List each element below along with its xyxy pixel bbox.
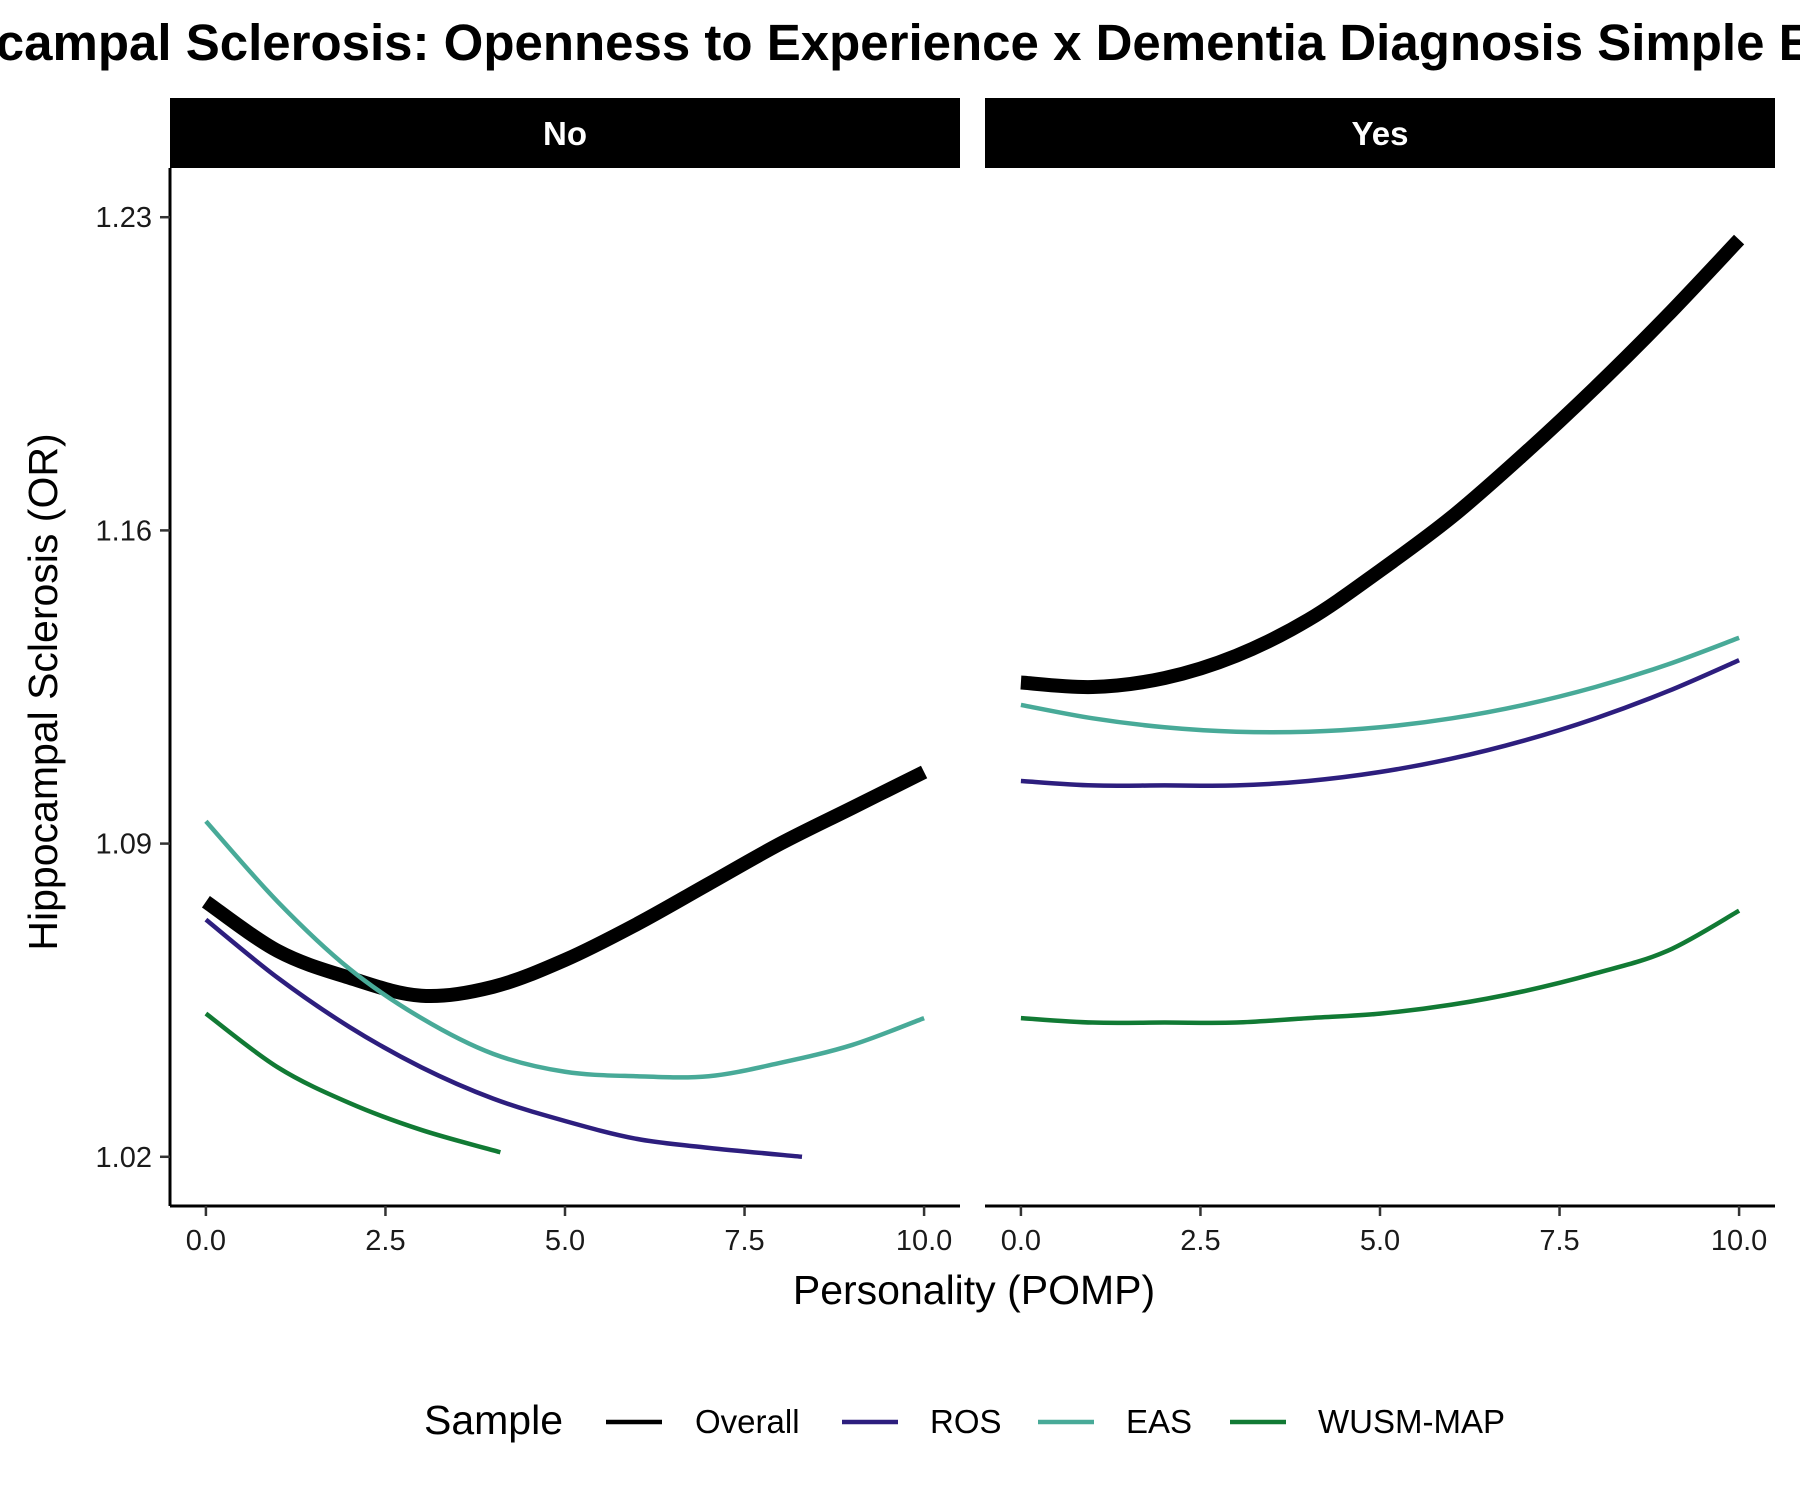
series-line-eas	[204, 819, 925, 1080]
series-line-eas	[1020, 635, 1740, 735]
facet-strip-label: Yes	[1352, 115, 1409, 152]
y-tick-label: 1.09	[96, 829, 152, 861]
legend-label: Overall	[695, 1403, 800, 1440]
legend: Sample Overall ROS EAS WUSM-MAP	[424, 1397, 1505, 1443]
chart-title: Hippocampal Sclerosis: Openness to Exper…	[0, 14, 1800, 71]
x-tick-label: 10.0	[896, 1225, 952, 1257]
x-tick-label: 7.5	[724, 1225, 764, 1257]
facet-strip-label: No	[543, 115, 587, 152]
legend-label: ROS	[930, 1403, 1002, 1440]
series-line-overall	[201, 765, 928, 1004]
panel-yes: Yes 0.0 2.5 5.0 7.5 10.0	[985, 98, 1775, 1257]
x-tick-label: 7.5	[1539, 1225, 1579, 1257]
y-tick-label: 1.02	[96, 1142, 152, 1174]
y-tick-label: 1.23	[96, 202, 152, 234]
y-tick-label: 1.16	[96, 515, 152, 547]
series-line-wusm-map	[1020, 908, 1741, 1026]
x-tick-label: 0.0	[1001, 1225, 1041, 1257]
facet-strip	[170, 98, 960, 168]
series-line-ros	[204, 917, 803, 1160]
series-line-ros	[1020, 658, 1740, 789]
legend-title: Sample	[424, 1397, 563, 1443]
panel-no: No 0.0 2.5 5.0 7.5 10.0 1.02 1.09 1.16 1.23	[96, 98, 960, 1257]
x-tick-label: 10.0	[1711, 1225, 1767, 1257]
legend-label: WUSM-MAP	[1318, 1403, 1505, 1440]
facet-strip	[985, 98, 1775, 168]
x-tick-label: 5.0	[1360, 1225, 1400, 1257]
x-tick-label: 2.5	[365, 1225, 405, 1257]
x-axis-title: Personality (POMP)	[793, 1267, 1155, 1313]
chart-panels: No 0.0 2.5 5.0 7.5 10.0 1.02 1.09 1.16 1.23 Yes 0.0…	[96, 98, 1775, 1257]
legend-label: EAS	[1126, 1403, 1192, 1440]
x-tick-label: 5.0	[545, 1225, 585, 1257]
series-line-wusm-map	[204, 1011, 501, 1155]
x-tick-label: 2.5	[1180, 1225, 1220, 1257]
x-tick-label: 0.0	[186, 1225, 226, 1257]
series-line-overall	[1020, 234, 1745, 695]
y-axis-title: Hippocampal Sclerosis (OR)	[20, 433, 66, 950]
